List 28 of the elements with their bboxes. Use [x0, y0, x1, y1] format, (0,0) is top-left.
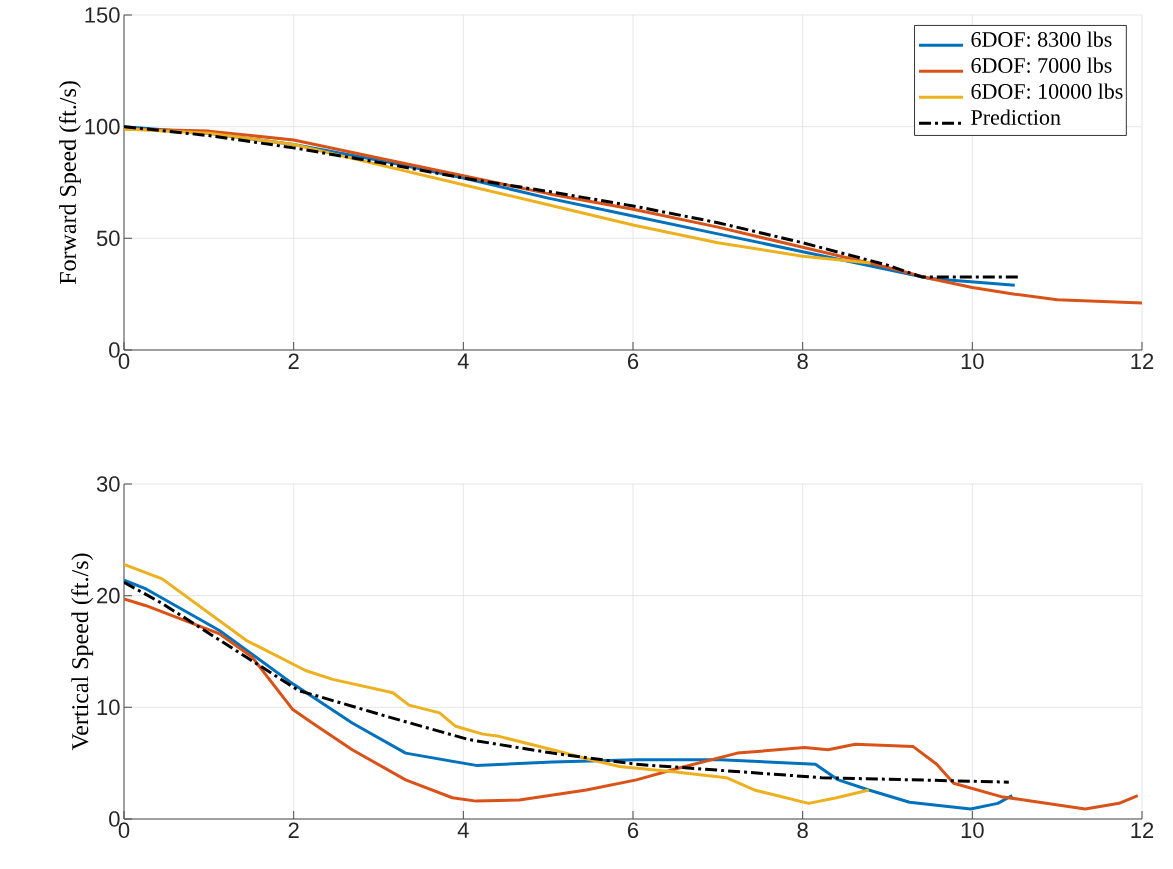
- x-tick-label: 6: [628, 822, 639, 839]
- x-tick-label: 4: [457, 822, 469, 838]
- x-tick-label: 8: [797, 353, 808, 370]
- legend-label: 6DOF: 8300 lbs: [971, 31, 1112, 47]
- y-tick-label: 50: [96, 230, 120, 247]
- line-series: [124, 127, 873, 265]
- y-axis-title: Vertical Speed (ft./s): [71, 553, 94, 751]
- y-tick-label: 100: [85, 118, 120, 135]
- x-tick-label: 10: [961, 822, 984, 839]
- line-series: [124, 562, 871, 805]
- x-tick-label: 2: [288, 822, 299, 838]
- x-tick-label: 6: [628, 353, 639, 370]
- legend-label: 6DOF: 10000 lbs: [971, 83, 1123, 99]
- x-tick-label: 12: [1131, 822, 1154, 838]
- x-tick-label: 4: [457, 353, 469, 369]
- x-tick-label: 2: [288, 353, 299, 369]
- x-tick-label: 12: [1131, 353, 1154, 369]
- y-tick-label: 20: [97, 587, 120, 604]
- x-tick-label: 8: [797, 822, 808, 839]
- legend-label: 6DOF: 7000 lbs: [971, 57, 1112, 73]
- y-tick-label: 10: [97, 699, 120, 716]
- y-tick-label: 150: [85, 7, 120, 23]
- y-tick-label: 30: [96, 476, 120, 492]
- legend-label: Prediction: [971, 109, 1061, 125]
- y-axis-title: Forward Speed (ft./s): [58, 81, 81, 285]
- y-tick-label: 0: [109, 811, 120, 827]
- x-tick-label: 10: [961, 353, 984, 370]
- y-tick-label: 0: [109, 342, 120, 358]
